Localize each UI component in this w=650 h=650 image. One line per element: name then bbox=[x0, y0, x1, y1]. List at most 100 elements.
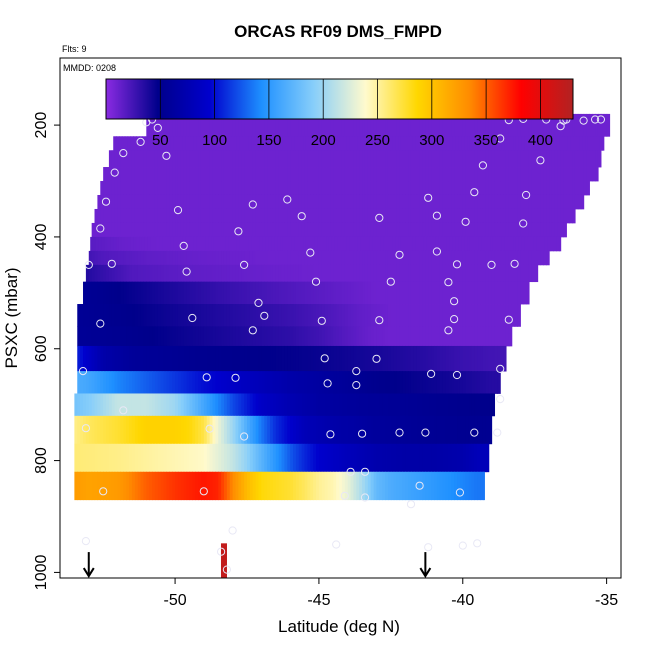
heatmap-cell bbox=[439, 250, 444, 266]
heatmap-cell bbox=[160, 326, 165, 347]
heatmap-cell bbox=[249, 194, 254, 210]
heatmap-cell bbox=[393, 208, 398, 224]
heatmap-cell bbox=[399, 443, 403, 473]
heatmap-cell bbox=[477, 181, 481, 196]
heatmap-cell bbox=[198, 281, 202, 305]
heatmap-cell bbox=[436, 326, 441, 347]
heatmap-cell bbox=[462, 415, 467, 445]
heatmap-cell bbox=[241, 393, 245, 417]
heatmap-cell bbox=[350, 194, 355, 210]
heatmap-cell bbox=[111, 194, 116, 210]
heatmap-cell bbox=[293, 264, 297, 283]
heatmap-cell bbox=[393, 326, 398, 347]
heatmap-cell bbox=[425, 264, 429, 283]
heatmap-cell bbox=[353, 443, 357, 473]
heatmap-cell bbox=[494, 194, 498, 210]
x-tick-label: -50 bbox=[164, 592, 187, 609]
heatmap-cell bbox=[344, 150, 349, 168]
heatmap-cell bbox=[190, 236, 195, 252]
heatmap-cell bbox=[200, 371, 205, 394]
heatmap-cell bbox=[379, 150, 383, 168]
heatmap-cell bbox=[514, 167, 519, 182]
heatmap-cell bbox=[514, 222, 519, 238]
heatmap-cell bbox=[313, 345, 317, 372]
heatmap-cell bbox=[226, 167, 231, 182]
heatmap-cell bbox=[390, 181, 395, 196]
heatmap-cell bbox=[223, 167, 228, 182]
heatmap-cell bbox=[362, 208, 366, 224]
heatmap-cell bbox=[445, 194, 449, 210]
heatmap-cell bbox=[287, 194, 291, 210]
heatmap-cell bbox=[270, 222, 274, 238]
heatmap-cell bbox=[159, 236, 163, 252]
heatmap-cell bbox=[111, 326, 116, 347]
heatmap-cell bbox=[390, 415, 395, 445]
heatmap-cell bbox=[154, 371, 159, 394]
heatmap-cell bbox=[491, 208, 496, 224]
heatmap-cell bbox=[165, 236, 169, 252]
heatmap-cell bbox=[284, 194, 288, 210]
heatmap-cell bbox=[474, 326, 478, 347]
heatmap-cell bbox=[353, 113, 357, 137]
heatmap-cell bbox=[359, 150, 363, 168]
heatmap-cell bbox=[281, 281, 285, 305]
heatmap-cell bbox=[272, 167, 277, 182]
heatmap-cell bbox=[298, 326, 303, 347]
heatmap-cell bbox=[434, 304, 438, 327]
heatmap-cell bbox=[344, 393, 349, 417]
heatmap-cell bbox=[304, 345, 309, 372]
heatmap-cell bbox=[126, 371, 130, 394]
heatmap-cell bbox=[192, 181, 196, 196]
heatmap-cell bbox=[247, 393, 251, 417]
heatmap-cell bbox=[356, 181, 360, 196]
heatmap-cell bbox=[203, 250, 208, 266]
heatmap-cell bbox=[396, 194, 401, 210]
heatmap-cell bbox=[422, 393, 426, 417]
heatmap-cell bbox=[206, 181, 211, 196]
data-point bbox=[222, 565, 231, 574]
heatmap-cell bbox=[347, 415, 352, 445]
data-point bbox=[470, 188, 479, 197]
heatmap-cell bbox=[462, 250, 467, 266]
heatmap-cell bbox=[566, 167, 570, 182]
heatmap-cell bbox=[244, 194, 248, 210]
heatmap-cell bbox=[241, 415, 245, 445]
heatmap-cell bbox=[270, 167, 274, 182]
heatmap-cell bbox=[364, 167, 369, 182]
heatmap-cell bbox=[261, 208, 265, 224]
heatmap-cell bbox=[461, 236, 465, 252]
heatmap-cell bbox=[465, 281, 470, 305]
heatmap-cell bbox=[131, 150, 136, 168]
heatmap-cell bbox=[121, 236, 126, 252]
heatmap-cell bbox=[405, 471, 409, 501]
heatmap-cell bbox=[301, 208, 306, 224]
heatmap-cell bbox=[129, 222, 133, 238]
heatmap-cell bbox=[200, 393, 205, 417]
heatmap-cell bbox=[396, 415, 401, 445]
heatmap-cell bbox=[405, 443, 409, 473]
heatmap-cell bbox=[313, 471, 317, 501]
heatmap-cell bbox=[157, 150, 162, 168]
heatmap-cell bbox=[88, 443, 93, 473]
heatmap-cell bbox=[487, 136, 491, 151]
heatmap-cell bbox=[88, 304, 93, 327]
heatmap-cell bbox=[186, 443, 191, 473]
heatmap-cell bbox=[229, 194, 234, 210]
heatmap-cell bbox=[310, 326, 314, 347]
heatmap-cell bbox=[149, 443, 153, 473]
heatmap-cell bbox=[232, 222, 237, 238]
heatmap-cell bbox=[88, 326, 93, 347]
heatmap-cell bbox=[160, 443, 165, 473]
heatmap-cell bbox=[188, 236, 192, 252]
heatmap-cell bbox=[192, 326, 196, 347]
heatmap-cell bbox=[434, 150, 438, 168]
heatmap-cell bbox=[454, 181, 458, 196]
heatmap-cell bbox=[295, 181, 300, 196]
heatmap-cell bbox=[331, 136, 336, 151]
heatmap-cell bbox=[566, 181, 570, 196]
heatmap-cell bbox=[396, 208, 401, 224]
heatmap-cell bbox=[376, 415, 380, 445]
heatmap-cell bbox=[491, 150, 496, 168]
heatmap-cell bbox=[341, 471, 346, 501]
heatmap-cell bbox=[523, 281, 527, 305]
